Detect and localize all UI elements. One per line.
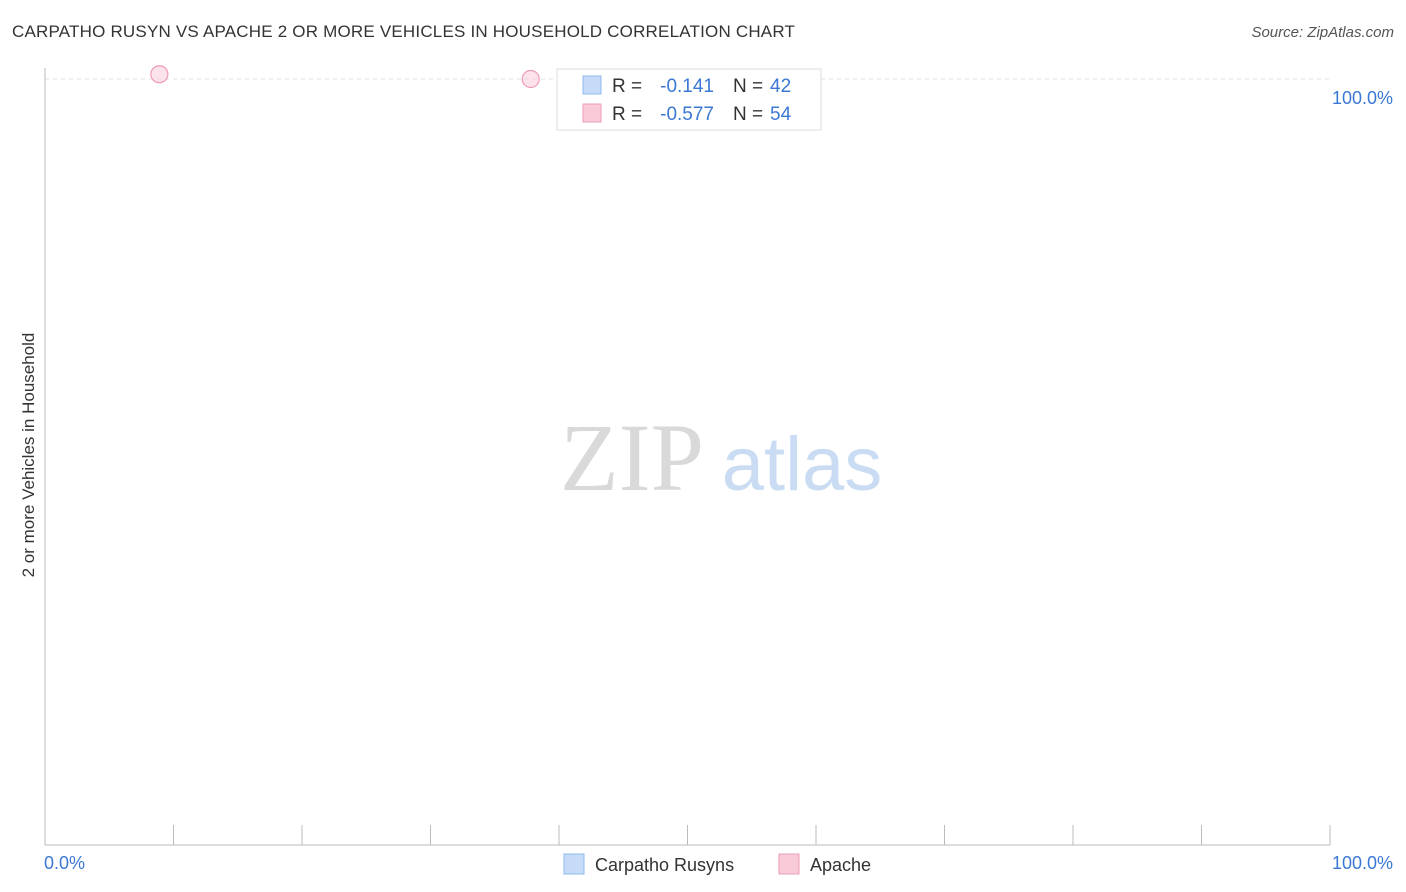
legend: R = -0.141 N = 42 R = -0.577 N = 54 [556, 68, 822, 131]
y-tick-label-100: 100.0% [1332, 88, 1393, 108]
x-tick-label-end: 100.0% [1332, 853, 1393, 873]
watermark-zip: ZIP [560, 404, 704, 511]
bottom-legend-label-carpatho: Carpatho Rusyns [595, 855, 734, 875]
legend-swatch-apache [582, 103, 602, 123]
legend-r-label-apache: R = [612, 104, 642, 125]
x-tick-label-start: 0.0% [44, 853, 85, 873]
axes [44, 68, 1331, 846]
y-axis-label: 2 or more Vehicles in Household [19, 333, 38, 578]
legend-r-value-carpatho: -0.141 [660, 76, 714, 97]
apache-point-1 [521, 69, 540, 89]
legend-n-label-carpatho: N = [733, 76, 763, 97]
watermark-atlas: atlas [722, 422, 883, 507]
legend-r-label-carpatho: R = [612, 76, 642, 97]
x-tick-labels: 0.0% 100.0% [44, 853, 1393, 873]
grid-lines [45, 78, 1330, 80]
source-label: Source: ZipAtlas.com [1251, 24, 1394, 41]
chart-title: CARPATHO RUSYN VS APACHE 2 OR MORE VEHIC… [12, 22, 796, 41]
apache-point-0 [150, 65, 169, 84]
bottom-legend-swatch-apache [778, 853, 800, 875]
legend-r-value-apache: -0.577 [660, 104, 714, 125]
y-tick-labels: 40.0%60.0%80.0%100.0% [1332, 88, 1393, 108]
bottom-legend-label-apache: Apache [810, 855, 871, 875]
legend-n-value-apache: 54 [770, 104, 792, 125]
legend-n-value-carpatho: 42 [770, 76, 791, 97]
legend-swatch-carpatho [582, 75, 602, 95]
legend-n-label-apache: N = [733, 104, 763, 125]
bottom-legend-swatch-carpatho [563, 853, 585, 875]
watermark: ZIP atlas [560, 404, 882, 511]
data-points [150, 65, 540, 89]
bottom-legend: Carpatho Rusyns Apache [563, 853, 871, 875]
